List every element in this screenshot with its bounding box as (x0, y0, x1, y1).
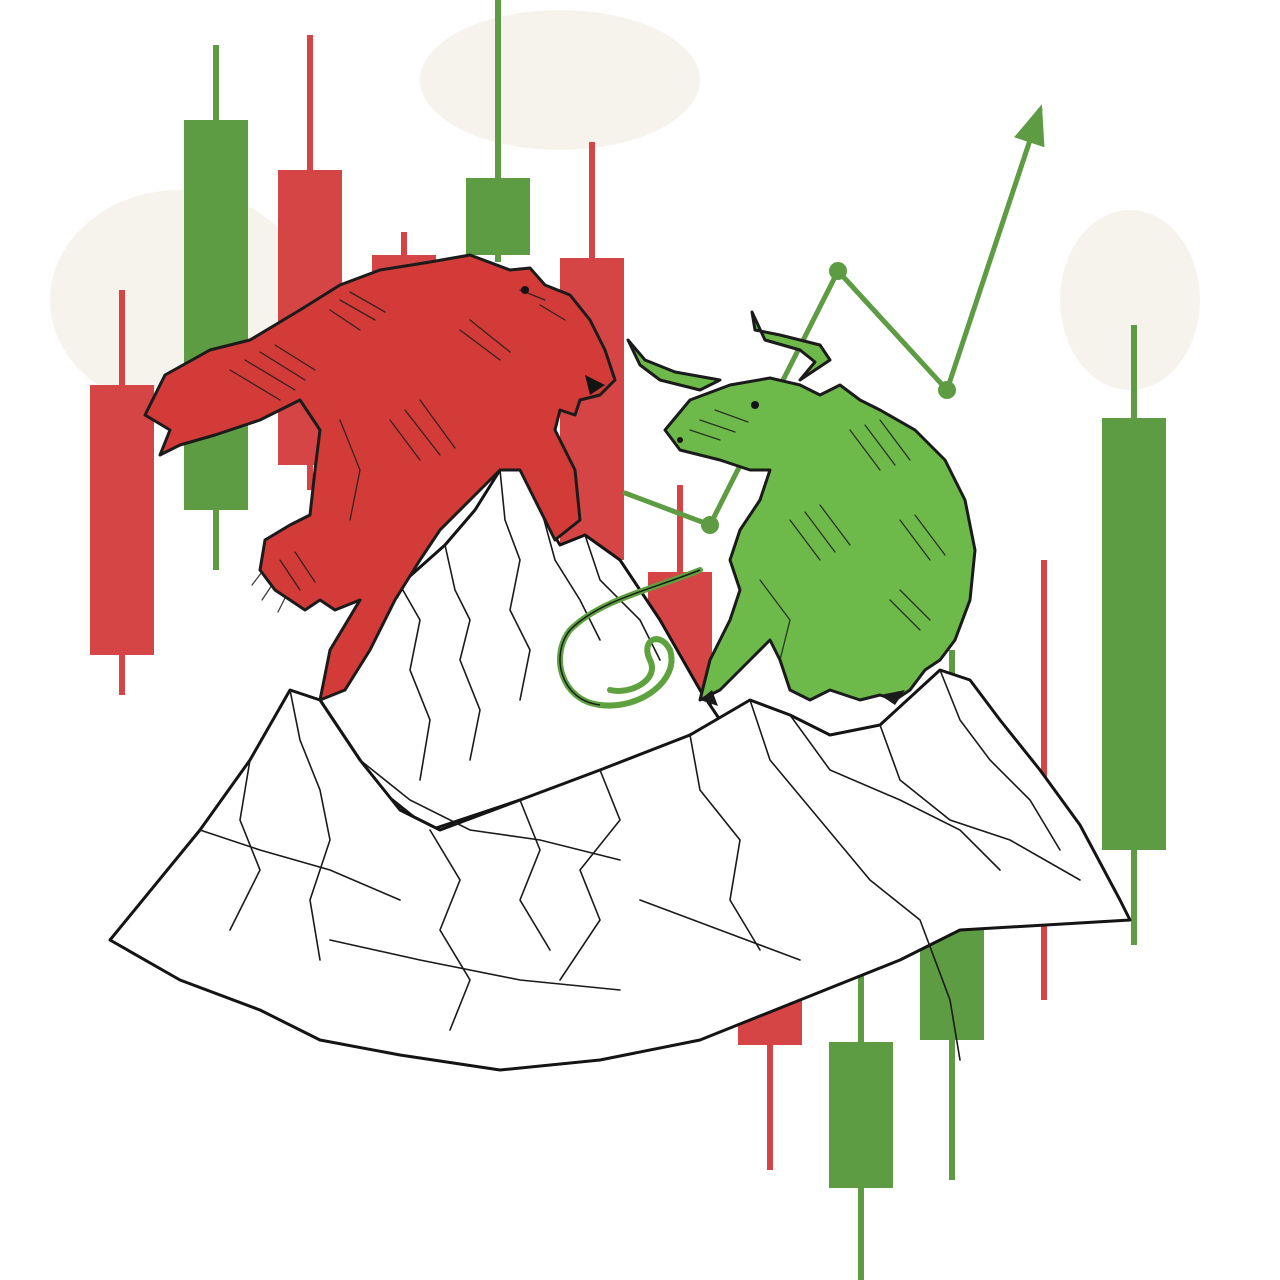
candle-body (829, 1042, 893, 1188)
candle-body (1102, 418, 1166, 850)
bull-figure (557, 310, 977, 709)
trend-point-2 (829, 262, 847, 280)
trend-point-1 (701, 516, 719, 534)
candle-body (466, 178, 530, 255)
trend-point-3 (938, 381, 956, 399)
candle-body (184, 120, 248, 510)
candle-down-1 (90, 290, 154, 695)
trend-line-arrow (622, 104, 1045, 534)
mountain-range (108, 453, 1132, 1072)
trend-arrowhead-icon (1014, 104, 1045, 148)
bear-figure (143, 253, 617, 702)
candle-up-2 (184, 45, 248, 570)
candle-up-12 (1102, 325, 1166, 945)
candle-up-5 (466, 0, 530, 262)
candle-body (90, 385, 154, 655)
